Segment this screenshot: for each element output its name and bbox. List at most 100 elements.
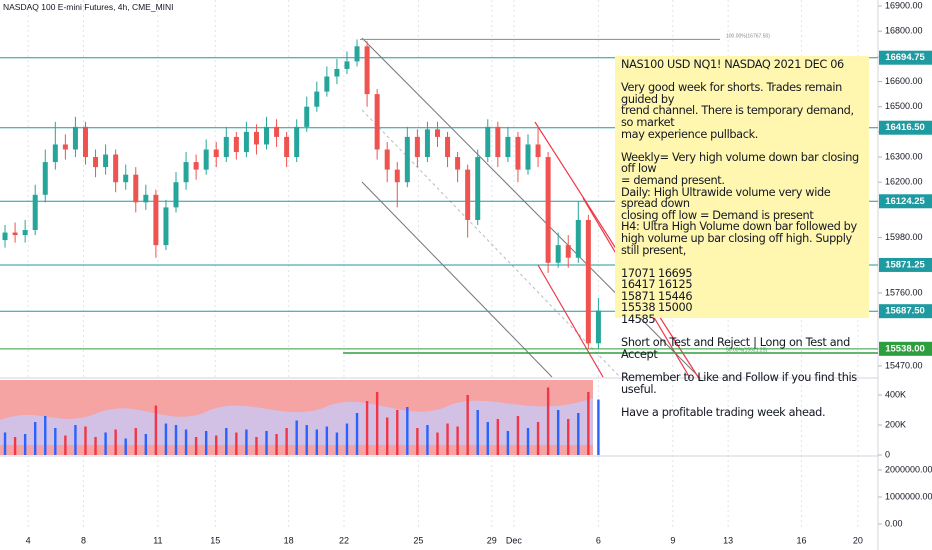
y-tick-label: 15470.00: [885, 360, 923, 370]
y-tick-label: 16500.00: [885, 101, 923, 111]
candle-body: [123, 174, 129, 183]
note-line: Daily: High Ultrawide volume very wide s…: [621, 185, 831, 211]
x-tick-label: 11: [153, 535, 162, 545]
price-badge-label: 16694.75: [885, 52, 925, 63]
price-badge-label: 16124.25: [885, 196, 925, 207]
candle-body: [52, 144, 58, 163]
candle-body: [354, 46, 360, 62]
volume-bar: [556, 410, 560, 455]
volume-bar: [164, 423, 168, 455]
note-line: may experience pullback.: [621, 127, 759, 141]
volume-bar: [305, 425, 308, 455]
volume-bar: [44, 416, 47, 455]
candle-body: [374, 94, 380, 150]
x-tick-label: 9: [670, 535, 675, 545]
volume-bar: [265, 431, 268, 455]
note-line: Have a profitable trading week ahead.: [621, 405, 826, 419]
volume-bar: [34, 422, 37, 455]
note-line: Remember to Like and Follow if you find …: [621, 371, 857, 396]
note-line: Weekly= Very high volume down bar closin…: [621, 150, 859, 176]
candle-body: [465, 169, 471, 220]
volume-bar: [124, 438, 127, 455]
y-tick-label: 400K: [885, 389, 906, 399]
volume-bar: [285, 428, 288, 455]
levels-row: 16417 16125: [621, 279, 863, 291]
level: 15538: [621, 301, 656, 315]
candle-body: [414, 136, 420, 158]
x-tick-label: 15: [210, 535, 220, 545]
y-tick-label: 200K: [885, 419, 906, 429]
volume-bar: [335, 432, 339, 455]
volume-bar: [536, 422, 540, 455]
candle-body: [82, 126, 88, 158]
y-tick-label: 1000000.00: [885, 491, 932, 501]
volume-bar: [13, 437, 17, 455]
y-tick-label: 16800.00: [885, 26, 923, 36]
volume-bar: [104, 432, 107, 455]
note-line: high volume up bar closing off high. Sup…: [621, 231, 852, 257]
volume-bar: [546, 387, 550, 455]
candle-body: [264, 126, 270, 145]
candle-body: [475, 157, 481, 220]
candle-body: [505, 136, 511, 158]
level: 15871: [621, 289, 656, 303]
note-line: NAS100 USD NQ1! NASDAQ 2021 DEC 06: [621, 58, 844, 71]
candle-body: [555, 245, 561, 263]
volume-bar: [406, 407, 409, 455]
volume-bar: [144, 434, 148, 455]
candle-body: [384, 149, 390, 170]
candle-body: [93, 157, 99, 168]
levels-row: 15538 15000: [621, 302, 863, 314]
candle-body: [183, 162, 189, 183]
volume-bar: [386, 417, 389, 455]
candle-body: [2, 232, 8, 241]
candle-body: [22, 230, 28, 236]
levels-row: 17071 16695: [621, 268, 863, 280]
candle-body: [42, 162, 48, 195]
x-tick-label: 6: [596, 535, 601, 545]
candle-body: [565, 245, 571, 258]
price-badge: [879, 120, 932, 135]
candle-body: [515, 136, 521, 170]
y-tick-label: 16600.00: [885, 76, 923, 86]
volume-bar: [476, 410, 479, 455]
volume-bar: [315, 429, 319, 455]
x-tick-label: 18: [284, 535, 294, 545]
volume-bar: [466, 395, 469, 455]
candle-body: [153, 194, 159, 246]
candle-body: [113, 154, 119, 183]
level: 14585: [621, 313, 656, 327]
volume-bar: [426, 425, 429, 455]
candle-body: [324, 76, 330, 92]
volume-bar: [597, 399, 600, 455]
candle-body: [455, 157, 461, 170]
note-line: Very good week for shorts. Trades remain…: [621, 81, 842, 106]
candle-body: [203, 149, 209, 170]
volume-bar: [74, 425, 77, 455]
candle-body: [173, 182, 179, 208]
candle-body: [525, 144, 531, 170]
channel-midline: [361, 109, 621, 378]
candle-body: [404, 136, 410, 183]
x-tick-label: 4: [26, 535, 31, 545]
price-badge-label: 15687.50: [885, 306, 925, 317]
volume-bar: [184, 429, 188, 455]
candle-body: [284, 136, 290, 158]
candle-body: [103, 154, 109, 168]
y-tick-label: 0.00: [885, 518, 903, 528]
volume-bar: [23, 434, 27, 455]
level: 16125: [658, 278, 693, 292]
candle-body: [334, 68, 340, 77]
note-paragraph: NAS100 USD NQ1! NASDAQ 2021 DEC 06: [621, 59, 863, 71]
candle-body: [364, 46, 370, 95]
annotation-box: NAS100 USD NQ1! NASDAQ 2021 DEC 06 Very g…: [615, 56, 869, 418]
price-badge-label: 16416.50: [885, 122, 925, 133]
candle-body: [72, 126, 78, 150]
note-paragraph: Weekly= Very high volume down bar closin…: [621, 150, 863, 257]
candle-body: [304, 106, 310, 127]
red-channel-line: [537, 264, 604, 378]
volume-bar: [486, 422, 489, 455]
candle-body: [253, 131, 259, 145]
candle-body: [193, 162, 199, 170]
